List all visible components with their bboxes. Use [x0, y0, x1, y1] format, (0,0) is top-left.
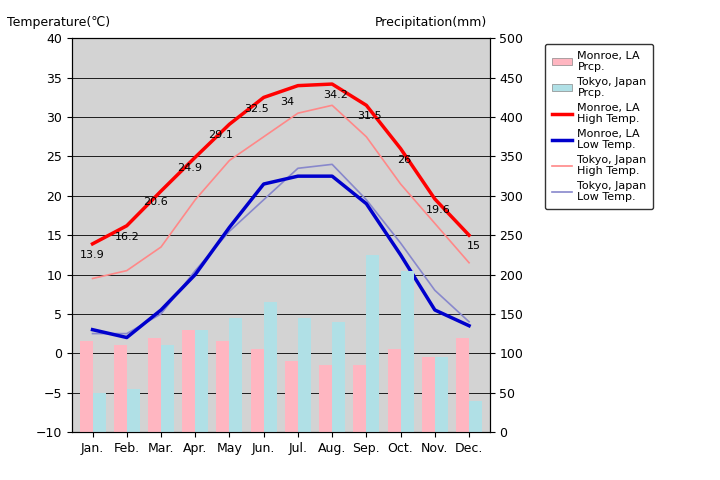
Monroe, LA
High Temp. — [396, 146, 405, 152]
Monroe, LA
Low Temp. — [294, 173, 302, 179]
Bar — [148, 337, 161, 432]
Monroe, LA
High Temp. — [157, 188, 166, 194]
Bar — [182, 330, 195, 432]
Line: Monroe, LA
Low Temp.: Monroe, LA Low Temp. — [93, 176, 469, 337]
Text: 32.5: 32.5 — [245, 104, 269, 114]
Tokyo, Japan
High Temp. — [225, 157, 234, 163]
Monroe, LA
Low Temp. — [362, 201, 371, 206]
Tokyo, Japan
Low Temp. — [89, 331, 97, 336]
Monroe, LA
Low Temp. — [396, 252, 405, 258]
Bar — [366, 255, 379, 432]
Monroe, LA
High Temp. — [122, 223, 131, 228]
Line: Tokyo, Japan
Low Temp.: Tokyo, Japan Low Temp. — [93, 164, 469, 334]
Monroe, LA
Low Temp. — [431, 307, 439, 313]
Tokyo, Japan
Low Temp. — [225, 228, 234, 234]
Tokyo, Japan
High Temp. — [259, 134, 268, 140]
Text: 34: 34 — [281, 97, 294, 108]
Text: Temperature(℃): Temperature(℃) — [7, 16, 110, 29]
Bar — [127, 389, 140, 432]
Bar — [195, 330, 208, 432]
Tokyo, Japan
Low Temp. — [464, 319, 473, 324]
Tokyo, Japan
Low Temp. — [122, 331, 131, 336]
Monroe, LA
High Temp. — [191, 155, 199, 160]
Text: 20.6: 20.6 — [143, 197, 168, 207]
Tokyo, Japan
Low Temp. — [157, 311, 166, 317]
Bar — [114, 346, 127, 432]
Text: 19.6: 19.6 — [426, 205, 451, 215]
Bar — [469, 400, 482, 432]
Bar — [435, 357, 448, 432]
Monroe, LA
Low Temp. — [89, 327, 97, 333]
Monroe, LA
High Temp. — [294, 83, 302, 88]
Monroe, LA
High Temp. — [259, 95, 268, 100]
Text: 31.5: 31.5 — [358, 111, 382, 121]
Monroe, LA
Low Temp. — [191, 272, 199, 277]
Bar — [332, 322, 345, 432]
Tokyo, Japan
Low Temp. — [259, 197, 268, 203]
Text: 29.1: 29.1 — [209, 131, 233, 140]
Monroe, LA
High Temp. — [362, 102, 371, 108]
Tokyo, Japan
High Temp. — [191, 197, 199, 203]
Monroe, LA
High Temp. — [89, 241, 97, 247]
Legend: Monroe, LA
Prcp., Tokyo, Japan
Prcp., Monroe, LA
High Temp., Monroe, LA
Low Temp: Monroe, LA Prcp., Tokyo, Japan Prcp., Mo… — [545, 44, 654, 209]
Text: 24.9: 24.9 — [178, 163, 202, 173]
Bar — [264, 302, 276, 432]
Tokyo, Japan
High Temp. — [89, 276, 97, 281]
Bar — [400, 271, 413, 432]
Tokyo, Japan
Low Temp. — [396, 240, 405, 246]
Text: 16.2: 16.2 — [114, 232, 139, 242]
Bar — [230, 318, 243, 432]
Monroe, LA
Low Temp. — [259, 181, 268, 187]
Monroe, LA
High Temp. — [328, 81, 336, 87]
Tokyo, Japan
High Temp. — [464, 260, 473, 265]
Monroe, LA
High Temp. — [225, 121, 234, 127]
Bar — [93, 393, 106, 432]
Bar — [354, 365, 366, 432]
Tokyo, Japan
Low Temp. — [294, 166, 302, 171]
Bar — [456, 337, 469, 432]
Bar — [79, 341, 93, 432]
Monroe, LA
Low Temp. — [464, 323, 473, 329]
Monroe, LA
Low Temp. — [328, 173, 336, 179]
Text: 15: 15 — [467, 241, 481, 252]
Tokyo, Japan
High Temp. — [122, 268, 131, 274]
Tokyo, Japan
Low Temp. — [362, 197, 371, 203]
Bar — [285, 361, 298, 432]
Text: Precipitation(mm): Precipitation(mm) — [374, 16, 487, 29]
Tokyo, Japan
High Temp. — [294, 110, 302, 116]
Bar — [217, 341, 230, 432]
Tokyo, Japan
High Temp. — [362, 134, 371, 140]
Bar — [422, 357, 435, 432]
Monroe, LA
Low Temp. — [157, 307, 166, 313]
Text: 13.9: 13.9 — [80, 250, 105, 260]
Monroe, LA
Low Temp. — [225, 225, 234, 230]
Tokyo, Japan
High Temp. — [157, 244, 166, 250]
Tokyo, Japan
High Temp. — [396, 181, 405, 187]
Tokyo, Japan
High Temp. — [328, 102, 336, 108]
Monroe, LA
Low Temp. — [122, 335, 131, 340]
Bar — [161, 346, 174, 432]
Line: Monroe, LA
High Temp.: Monroe, LA High Temp. — [93, 84, 469, 244]
Tokyo, Japan
Low Temp. — [191, 268, 199, 274]
Tokyo, Japan
High Temp. — [431, 220, 439, 226]
Bar — [298, 318, 311, 432]
Text: 34.2: 34.2 — [323, 90, 348, 100]
Bar — [319, 365, 332, 432]
Text: 26: 26 — [397, 155, 411, 165]
Bar — [251, 349, 264, 432]
Monroe, LA
High Temp. — [431, 196, 439, 202]
Bar — [387, 349, 400, 432]
Tokyo, Japan
Low Temp. — [328, 161, 336, 167]
Tokyo, Japan
Low Temp. — [431, 288, 439, 293]
Line: Tokyo, Japan
High Temp.: Tokyo, Japan High Temp. — [93, 105, 469, 278]
Monroe, LA
High Temp. — [464, 232, 473, 238]
